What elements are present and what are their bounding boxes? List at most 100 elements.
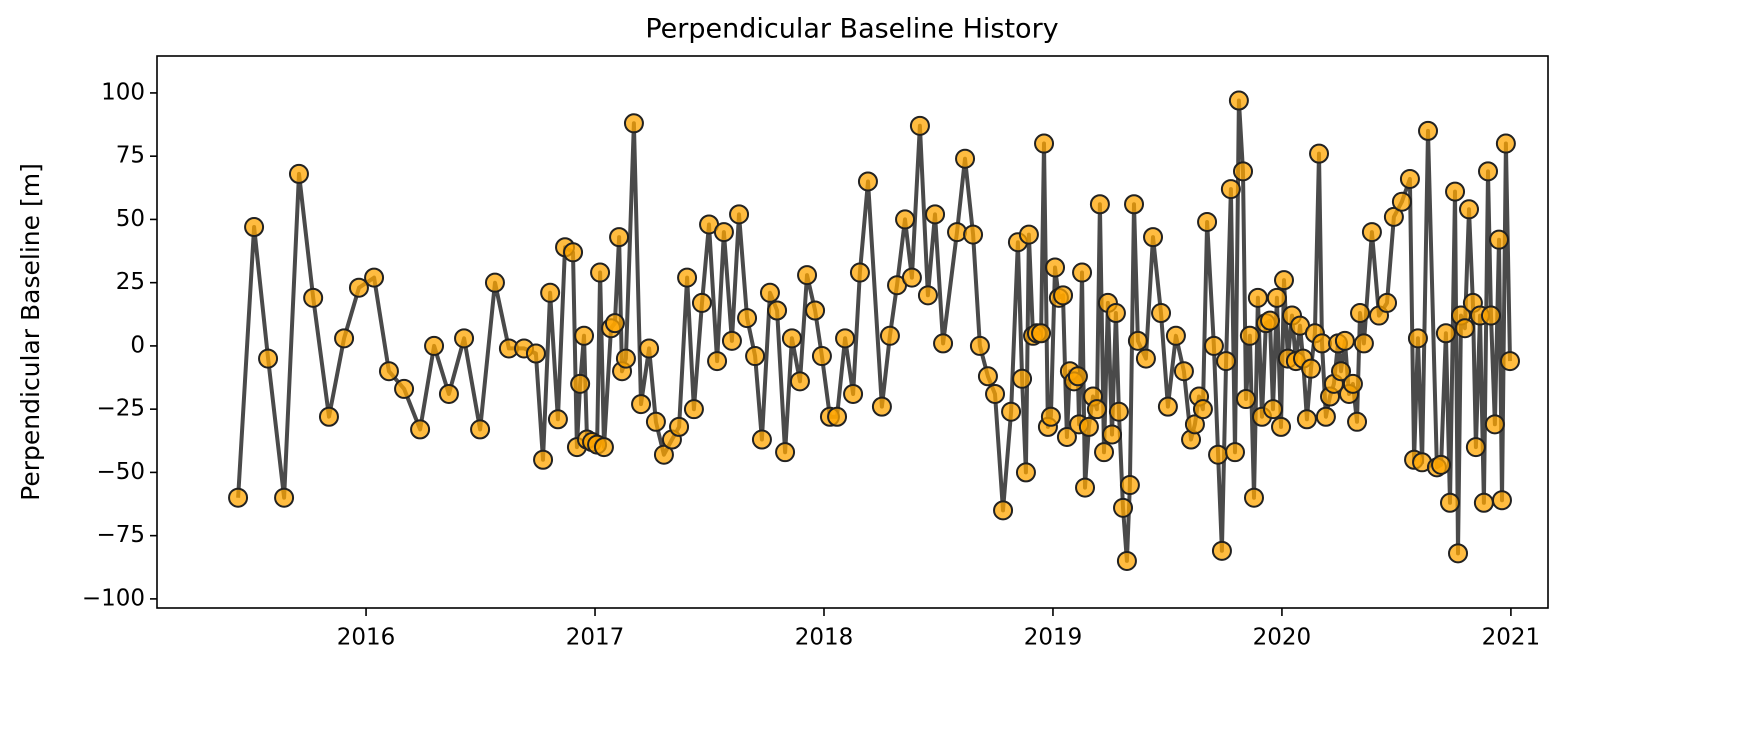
- data-point: [1260, 310, 1281, 331]
- data-point: [590, 262, 611, 283]
- data-point: [570, 373, 591, 394]
- data-point: [1263, 399, 1284, 420]
- data-point: [993, 500, 1014, 521]
- data-point: [1383, 206, 1404, 227]
- data-point: [1480, 305, 1501, 326]
- data-point: [639, 338, 660, 359]
- data-point: [1124, 194, 1145, 215]
- data-point: [1431, 454, 1452, 475]
- data-point: [1296, 409, 1317, 430]
- data-point: [1239, 325, 1260, 346]
- data-point: [969, 335, 990, 356]
- data-point: [348, 277, 369, 298]
- data-point: [364, 267, 385, 288]
- data-point: [1053, 285, 1074, 306]
- data-point: [759, 282, 780, 303]
- data-point: [677, 267, 698, 288]
- data-point: [1203, 335, 1224, 356]
- data-point: [1040, 406, 1061, 427]
- data-point: [394, 378, 415, 399]
- data-point: [1184, 414, 1205, 435]
- data-point: [797, 265, 818, 286]
- data-point: [1448, 543, 1469, 564]
- data-point: [1489, 229, 1510, 250]
- data-point: [745, 346, 766, 367]
- data-point: [933, 333, 954, 354]
- data-point: [1001, 401, 1022, 422]
- plot-frame: [156, 55, 1549, 609]
- data-point: [691, 292, 712, 313]
- data-point: [609, 227, 630, 248]
- y-tick-label: −75: [96, 522, 145, 548]
- data-point: [653, 444, 674, 465]
- data-point: [274, 487, 295, 508]
- data-point: [811, 346, 832, 367]
- data-point: [334, 328, 355, 349]
- y-tick-label: 50: [116, 206, 145, 232]
- data-point: [1266, 287, 1287, 308]
- data-point: [1473, 492, 1494, 513]
- data-point: [1127, 330, 1148, 351]
- data-point: [615, 348, 636, 369]
- x-tick-label: 2020: [1253, 625, 1312, 651]
- y-tick-label: −100: [82, 585, 145, 611]
- data-point: [1435, 323, 1456, 344]
- data-point: [1377, 292, 1398, 313]
- data-point: [835, 328, 856, 349]
- data-point: [1045, 257, 1066, 278]
- y-tick-label: −50: [96, 459, 145, 485]
- data-point: [1143, 227, 1164, 248]
- data-point: [1465, 437, 1486, 458]
- data-point: [563, 242, 584, 263]
- data-point: [1012, 368, 1033, 389]
- data-point: [378, 361, 399, 382]
- data-point: [645, 411, 666, 432]
- y-tick-label: 0: [130, 332, 145, 358]
- data-point: [737, 308, 758, 329]
- data-point: [895, 209, 916, 230]
- data-point: [1151, 303, 1172, 324]
- data-point: [857, 171, 878, 192]
- data-point: [593, 437, 614, 458]
- data-point: [805, 300, 826, 321]
- data-point: [977, 366, 998, 387]
- data-point: [1347, 411, 1368, 432]
- data-point: [843, 383, 864, 404]
- x-tick-label: 2021: [1482, 625, 1541, 651]
- data-point: [438, 383, 459, 404]
- data-point: [1454, 318, 1475, 339]
- data-point: [1235, 389, 1256, 410]
- data-point: [424, 335, 445, 356]
- x-tick-label: 2019: [1024, 625, 1083, 651]
- data-point: [1273, 270, 1294, 291]
- data-point: [1271, 416, 1292, 437]
- data-point: [1056, 426, 1077, 447]
- y-tick-label: 25: [116, 269, 145, 295]
- data-point: [623, 113, 644, 134]
- data-point: [1075, 477, 1096, 498]
- data-point: [1216, 351, 1237, 372]
- data-point: [1331, 361, 1352, 382]
- data-point: [1208, 444, 1229, 465]
- data-point: [947, 222, 968, 243]
- data-point: [1224, 442, 1245, 463]
- data-point: [1228, 90, 1249, 111]
- data-point: [879, 325, 900, 346]
- data-point: [288, 163, 309, 184]
- data-point: [318, 406, 339, 427]
- data-point: [985, 383, 1006, 404]
- data-point: [1478, 161, 1499, 182]
- data-point: [1495, 133, 1516, 154]
- data-point: [1499, 351, 1520, 372]
- data-point: [1018, 224, 1039, 245]
- data-point: [631, 394, 652, 415]
- data-point: [1350, 303, 1371, 324]
- data-point: [751, 429, 772, 450]
- data-point: [1407, 328, 1428, 349]
- data-point: [1094, 442, 1115, 463]
- data-point: [1391, 191, 1412, 212]
- data-point: [1173, 361, 1194, 382]
- data-point: [901, 267, 922, 288]
- data-point: [1089, 194, 1110, 215]
